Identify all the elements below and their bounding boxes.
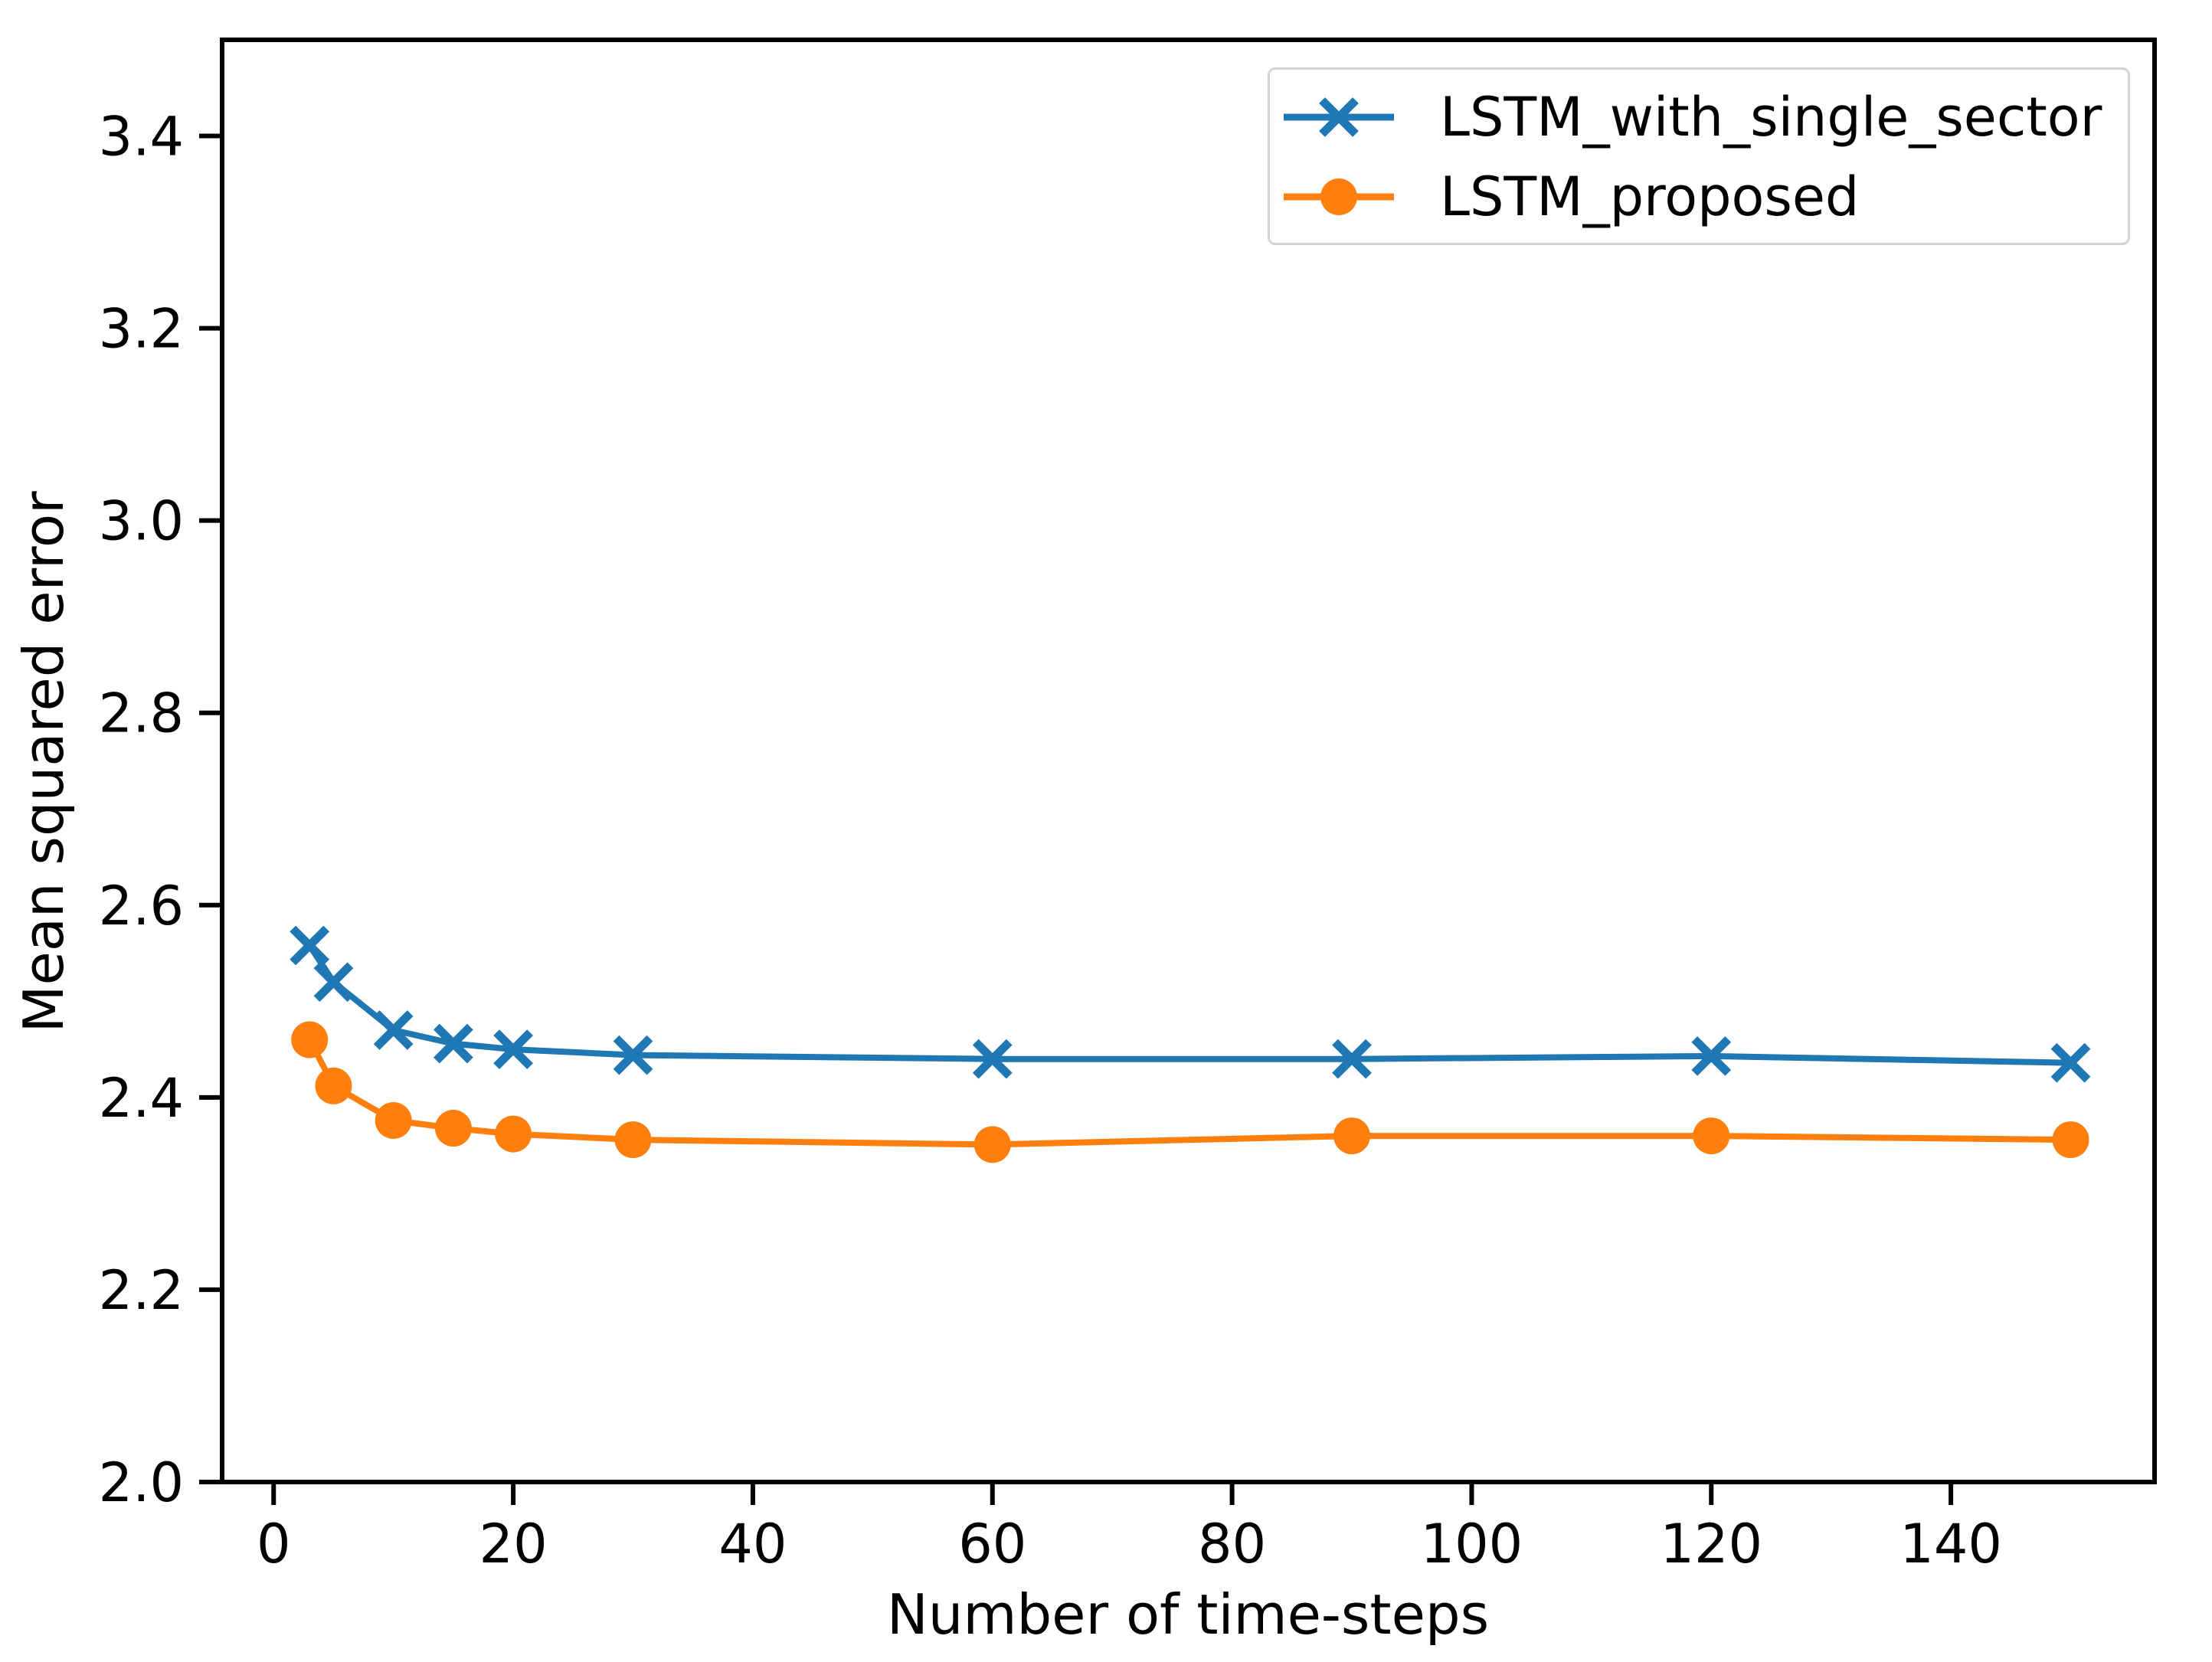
data-point-circle-marker bbox=[973, 1126, 1011, 1163]
data-point-x-marker bbox=[972, 1039, 1013, 1079]
y-tick-label: 3.4 bbox=[99, 106, 184, 168]
data-point-x-marker bbox=[290, 925, 330, 966]
data-point-circle-marker bbox=[291, 1021, 329, 1058]
x-tick-label: 40 bbox=[718, 1513, 787, 1575]
y-tick-label: 2.2 bbox=[99, 1259, 184, 1322]
x-tick-label: 100 bbox=[1421, 1513, 1523, 1575]
series-line-LSTM_proposed bbox=[306, 1038, 2071, 1148]
legend-line-circle-marker-icon bbox=[1284, 178, 1394, 215]
data-point-circle-marker bbox=[495, 1115, 532, 1153]
legend-label: LSTM_with_single_sector bbox=[1440, 85, 2102, 149]
data-point-circle-marker bbox=[1693, 1117, 1730, 1155]
x-tick-label: 0 bbox=[257, 1513, 291, 1575]
data-point-circle-marker bbox=[614, 1121, 652, 1159]
data-point-x-marker bbox=[433, 1023, 473, 1064]
data-point-x-marker bbox=[1332, 1039, 1372, 1079]
legend-label: LSTM_proposed bbox=[1440, 165, 1860, 228]
series-line-LSTM_with_single_sector bbox=[306, 944, 2071, 1066]
x-tick-label: 80 bbox=[1198, 1513, 1266, 1575]
data-point-x-marker bbox=[493, 1029, 533, 1069]
data-point-x-marker bbox=[613, 1035, 653, 1075]
legend-line-x-marker-icon bbox=[1284, 97, 1394, 137]
x-tick-label: 140 bbox=[1900, 1513, 2002, 1575]
data-point-x-marker bbox=[313, 962, 354, 1003]
y-tick-label: 2.6 bbox=[99, 875, 184, 937]
y-tick-label: 2.8 bbox=[99, 682, 184, 745]
y-tick-label: 3.2 bbox=[99, 298, 184, 361]
data-point-circle-marker bbox=[375, 1101, 412, 1139]
y-tick-label: 2.0 bbox=[99, 1451, 184, 1514]
y-axis-label: Mean squared error bbox=[11, 491, 76, 1033]
data-point-circle-marker bbox=[1333, 1117, 1371, 1155]
data-point-x-marker bbox=[1691, 1036, 1732, 1076]
x-tick-label: 60 bbox=[958, 1513, 1026, 1575]
data-point-circle-marker bbox=[434, 1110, 472, 1147]
data-point-circle-marker bbox=[315, 1067, 352, 1104]
data-point-x-marker bbox=[2050, 1042, 2091, 1083]
legend-item-lstm-proposed: LSTM_proposed bbox=[1281, 157, 2128, 237]
x-axis-label: Number of time-steps bbox=[886, 1582, 1490, 1647]
y-tick-label: 3.0 bbox=[99, 490, 184, 553]
legend: LSTM_with_single_sector LSTM_proposed bbox=[1268, 67, 2130, 245]
data-point-x-marker bbox=[373, 1010, 414, 1050]
data-point-circle-marker bbox=[2052, 1121, 2089, 1159]
x-tick-label: 120 bbox=[1660, 1513, 1762, 1575]
x-tick-label: 20 bbox=[479, 1513, 548, 1575]
legend-item-lstm-with-single-sector: LSTM_with_single_sector bbox=[1281, 77, 2128, 157]
y-tick-label: 2.4 bbox=[99, 1067, 184, 1130]
plot-frame bbox=[220, 38, 2157, 1484]
